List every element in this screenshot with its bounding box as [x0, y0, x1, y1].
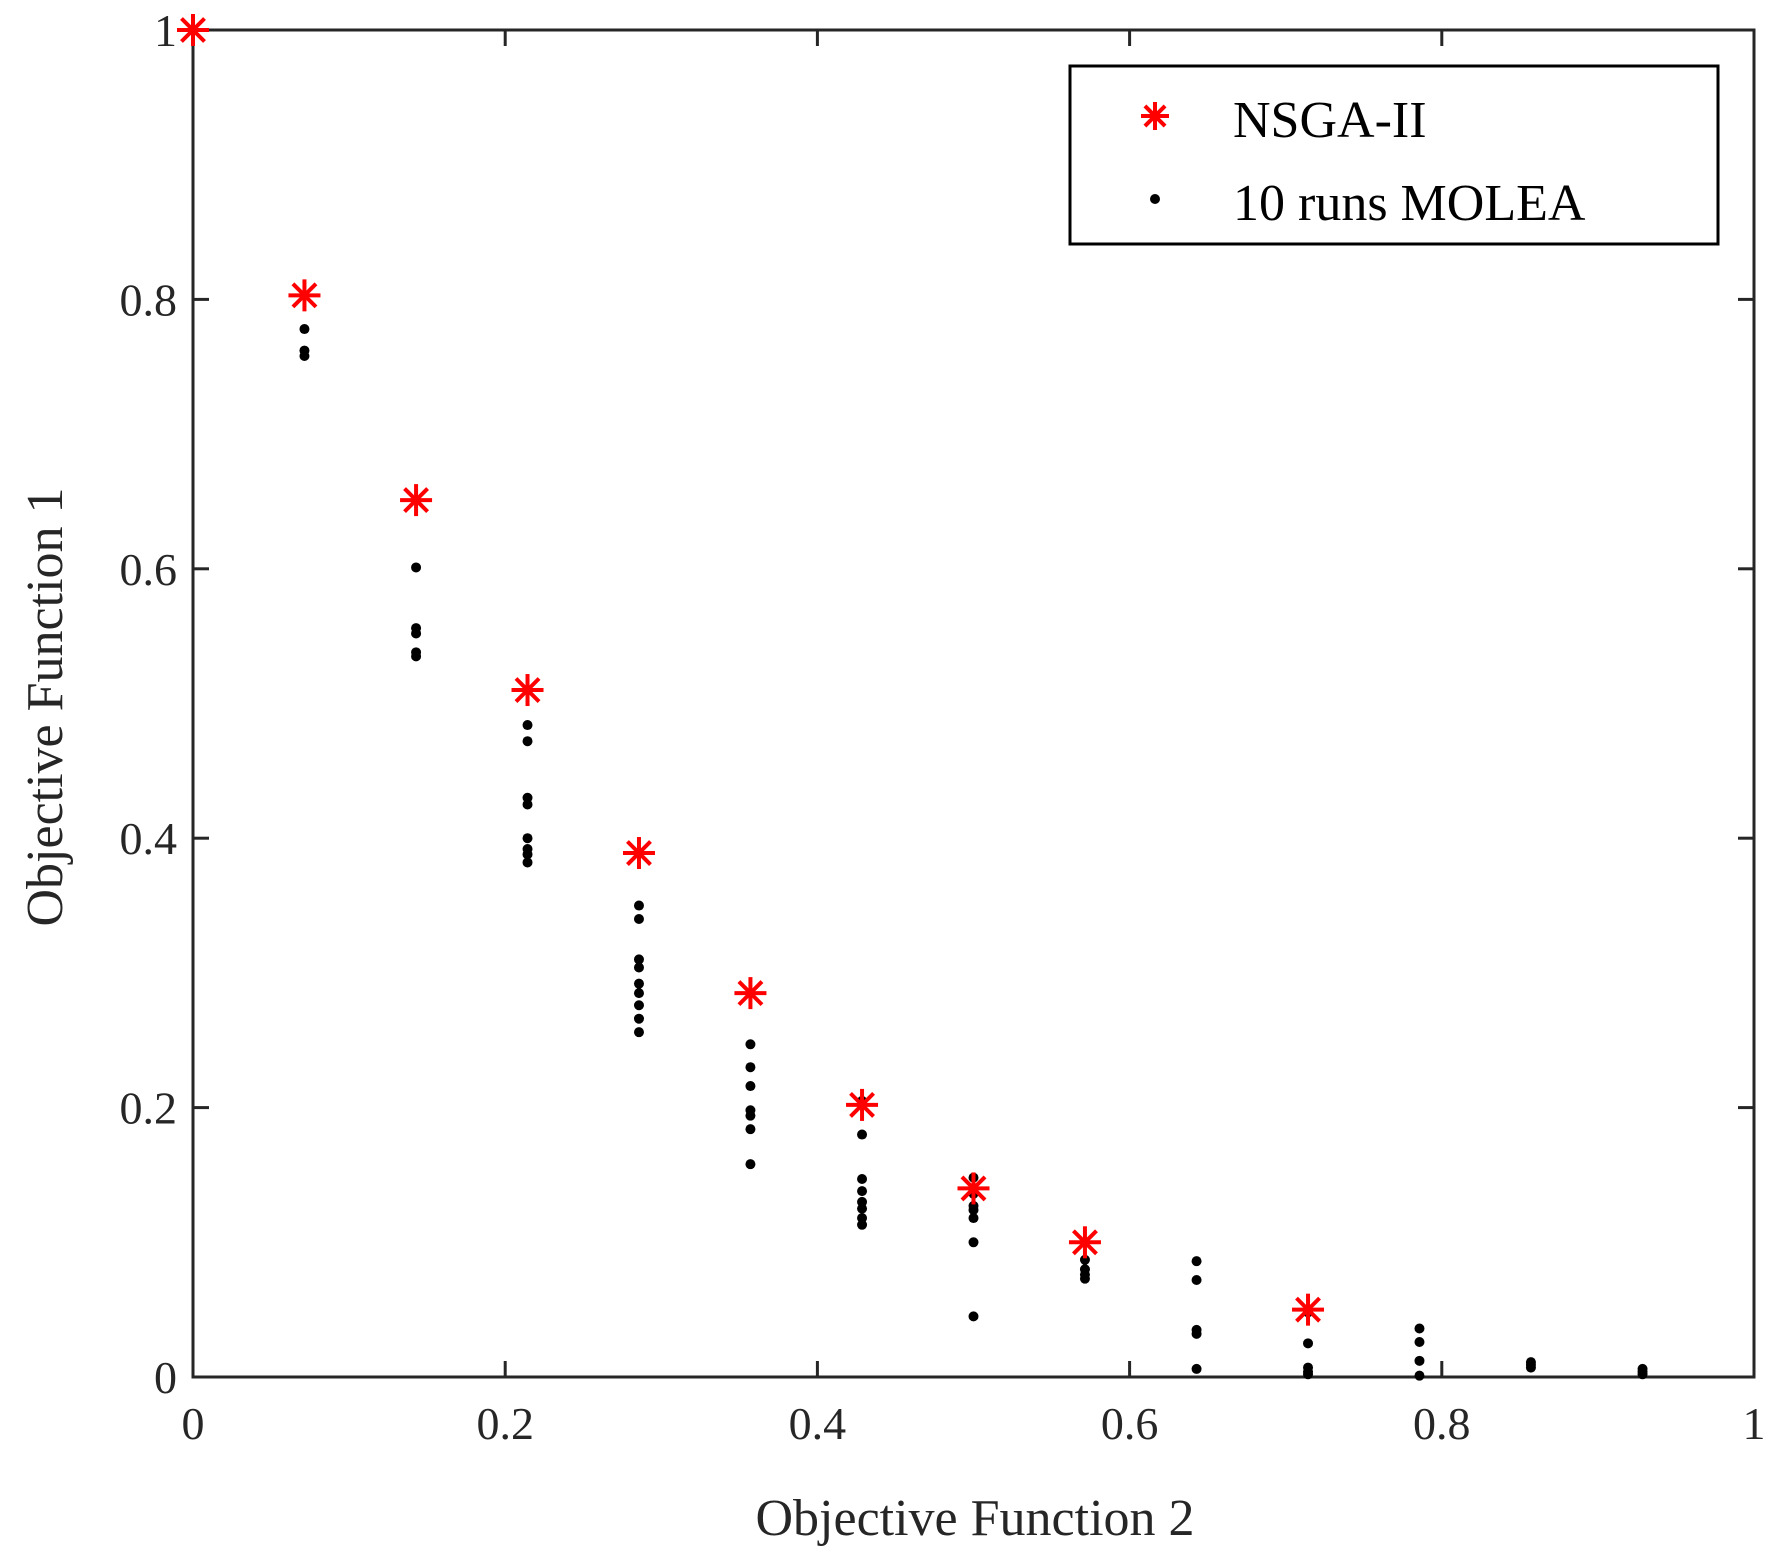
nsga-ii-point: [622, 837, 655, 870]
molea-point: [633, 900, 644, 911]
molea-point: [1191, 1328, 1202, 1339]
molea-point: [299, 324, 310, 335]
molea-point: [1191, 1256, 1202, 1267]
legend-label-nsga-ii: NSGA-II: [1233, 92, 1427, 149]
x-axis-label: Objective Function 2: [755, 1490, 1194, 1547]
nsga-ii-point: [957, 1172, 990, 1205]
nsga-ii-point: [177, 14, 209, 46]
molea-point: [1079, 1273, 1090, 1284]
x-tick-label: 0.6: [1101, 1398, 1159, 1449]
legend-asterisk: [1141, 102, 1169, 130]
plot-marks: [177, 14, 1648, 1381]
molea-point: [745, 1081, 756, 1092]
molea-point: [411, 562, 422, 573]
molea-point: [633, 988, 644, 999]
legend-marker-molea: [1150, 194, 1160, 204]
molea-point: [299, 350, 310, 361]
x-tick-label: 0.8: [1413, 1398, 1471, 1449]
molea-point: [522, 833, 533, 844]
nsga-ii-point: [734, 977, 767, 1010]
molea-point: [745, 1062, 756, 1073]
molea-point: [1191, 1275, 1202, 1286]
molea-point: [522, 799, 533, 810]
molea-point: [522, 849, 533, 860]
molea-point: [522, 720, 533, 731]
nsga-ii-point: [400, 484, 433, 517]
molea-point: [1414, 1370, 1425, 1381]
molea-point: [745, 1159, 756, 1170]
molea-point: [968, 1311, 979, 1322]
molea-point: [411, 651, 422, 662]
molea-point: [857, 1203, 868, 1214]
y-tick-label: 0: [154, 1352, 177, 1403]
molea-point: [633, 978, 644, 989]
molea-point: [857, 1173, 868, 1184]
molea-point: [633, 954, 644, 965]
x-tick-label: 1: [1743, 1398, 1766, 1449]
legend: NSGA-II 10 runs MOLEA: [1068, 64, 1720, 246]
molea-point: [1414, 1323, 1425, 1334]
y-tick-label: 0.4: [120, 813, 178, 864]
legend-marker-nsga-ii: [1141, 102, 1169, 130]
legend-label-molea: 10 runs MOLEA: [1233, 175, 1586, 232]
molea-point: [522, 857, 533, 868]
y-tick-label: 0.6: [120, 544, 178, 595]
molea-point: [1303, 1369, 1314, 1380]
molea-point: [522, 736, 533, 747]
molea-point: [857, 1219, 868, 1230]
molea-point: [633, 962, 644, 973]
y-tick-label: 0.8: [120, 274, 178, 325]
molea-point: [1191, 1363, 1202, 1374]
legend-box: [1068, 64, 1720, 246]
molea-point: [745, 1039, 756, 1050]
molea-point: [968, 1213, 979, 1224]
nsga-ii-point: [511, 674, 544, 707]
x-tick-label: 0.2: [476, 1398, 534, 1449]
molea-point: [857, 1129, 868, 1140]
molea-point: [633, 1000, 644, 1011]
molea-point: [633, 1013, 644, 1024]
molea-point: [633, 1027, 644, 1038]
y-tick-label: 1: [154, 5, 177, 56]
molea-point: [745, 1110, 756, 1121]
molea-point: [633, 914, 644, 925]
molea-point: [1414, 1336, 1425, 1347]
molea-point: [745, 1124, 756, 1135]
nsga-ii-point: [1068, 1226, 1101, 1259]
molea-point: [1414, 1355, 1425, 1366]
plot-frame: [191, 28, 1756, 1379]
molea-point: [968, 1204, 979, 1215]
nsga-ii-point: [846, 1088, 879, 1121]
nsga-ii-point: [288, 279, 321, 312]
nsga-ii-point: [1292, 1293, 1325, 1326]
axes: 0 0.2 0.4 0.6 0.8 1 0 0.2 0.4 0.6 0.8 1: [120, 5, 1766, 1449]
y-tick-label: 0.2: [120, 1083, 178, 1134]
y-axis-label: Objective Function 1: [17, 487, 74, 926]
molea-point: [1637, 1369, 1648, 1380]
molea-point: [968, 1237, 979, 1248]
molea-point: [1525, 1362, 1536, 1373]
x-tick-label: 0.4: [789, 1398, 847, 1449]
molea-point: [857, 1186, 868, 1197]
x-tick-label: 0: [182, 1398, 205, 1449]
molea-point: [1079, 1254, 1090, 1265]
molea-point: [1303, 1338, 1314, 1349]
molea-point: [411, 628, 422, 639]
